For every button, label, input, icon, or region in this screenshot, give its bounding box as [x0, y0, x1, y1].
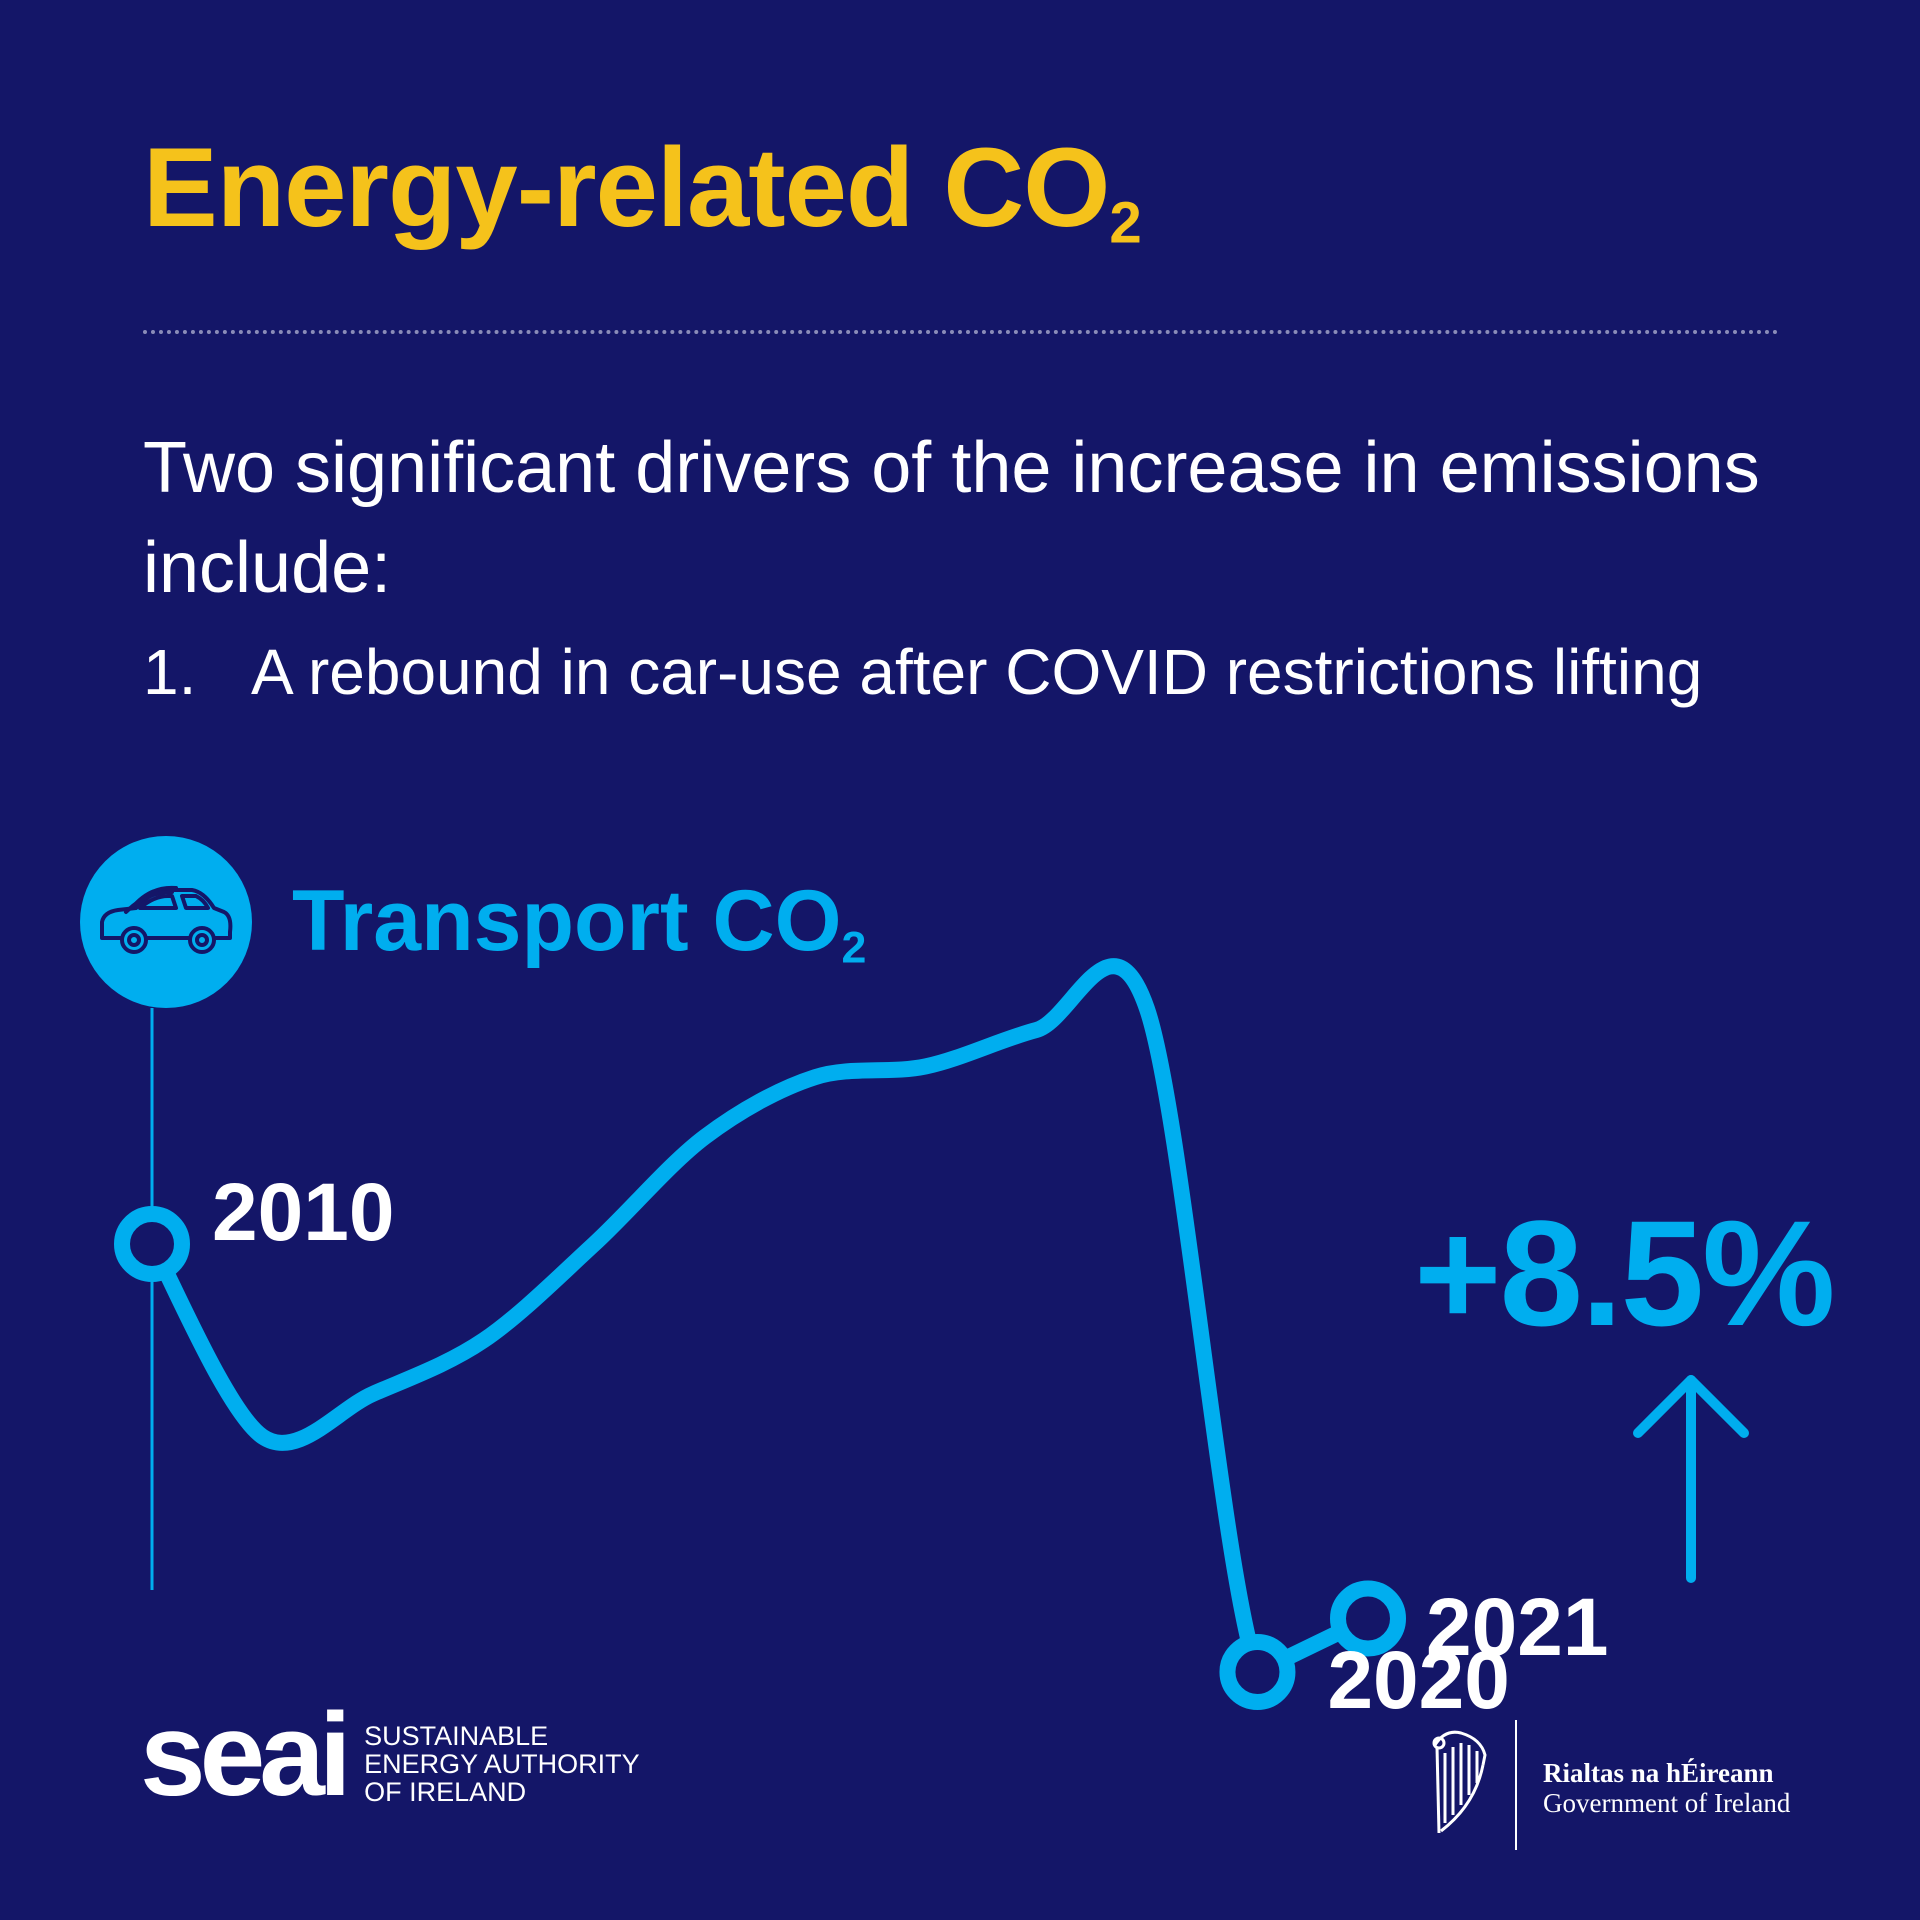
chart-title: Transport CO2: [292, 878, 866, 970]
page-title: Energy-related CO2: [143, 132, 1142, 252]
dotted-divider: [143, 330, 1779, 334]
car-icon: [100, 885, 233, 954]
seai-tagline-line: SUSTAINABLE: [364, 1721, 549, 1751]
government-text: Rialtas na hÉireann Government of Irelan…: [1543, 1758, 1790, 1818]
seai-tagline: SUSTAINABLE ENERGY AUTHORITY OF IRELAND: [364, 1722, 640, 1806]
year-label-2020: 2020: [1327, 1635, 1510, 1726]
government-divider: [1515, 1720, 1517, 1850]
harp-icon: [1432, 1730, 1487, 1834]
title-main: Energy-related CO: [143, 125, 1110, 250]
series-line: [144, 958, 1376, 1680]
seai-tagline-line: ENERGY AUTHORITY: [364, 1749, 640, 1779]
seai-tagline-line: OF IRELAND: [364, 1777, 527, 1807]
seai-wordmark: seai: [140, 1689, 352, 1821]
year-label-2010: 2010: [212, 1167, 395, 1258]
government-name-english: Government of Ireland: [1543, 1788, 1791, 1818]
title-subscript: 2: [1109, 190, 1141, 256]
arrow-up-icon: [1633, 1375, 1749, 1583]
chart-title-subscript: 2: [841, 923, 867, 973]
chart-title-main: Transport CO: [292, 873, 842, 969]
driver-text: A rebound in car-use after COVID restric…: [251, 636, 1703, 708]
driver-item: 1. A rebound in car-use after COVID restr…: [143, 640, 1702, 704]
driver-number: 1.: [143, 636, 197, 708]
data-point-2010: [114, 1206, 190, 1282]
car-badge: [80, 836, 252, 1008]
intro-text: Two significant drivers of the increase …: [143, 428, 1760, 608]
year-label-2021: 2021: [1426, 1581, 1609, 1673]
government-name-irish: Rialtas na hÉireann: [1543, 1758, 1774, 1788]
change-annotation: +8.5%: [1414, 1189, 1835, 1357]
data-point-2020: [1219, 1634, 1296, 1710]
seai-logo: seai SUSTAINABLE ENERGY AUTHORITY OF IRE…: [140, 1696, 640, 1814]
data-point-2021: [1330, 1580, 1406, 1657]
